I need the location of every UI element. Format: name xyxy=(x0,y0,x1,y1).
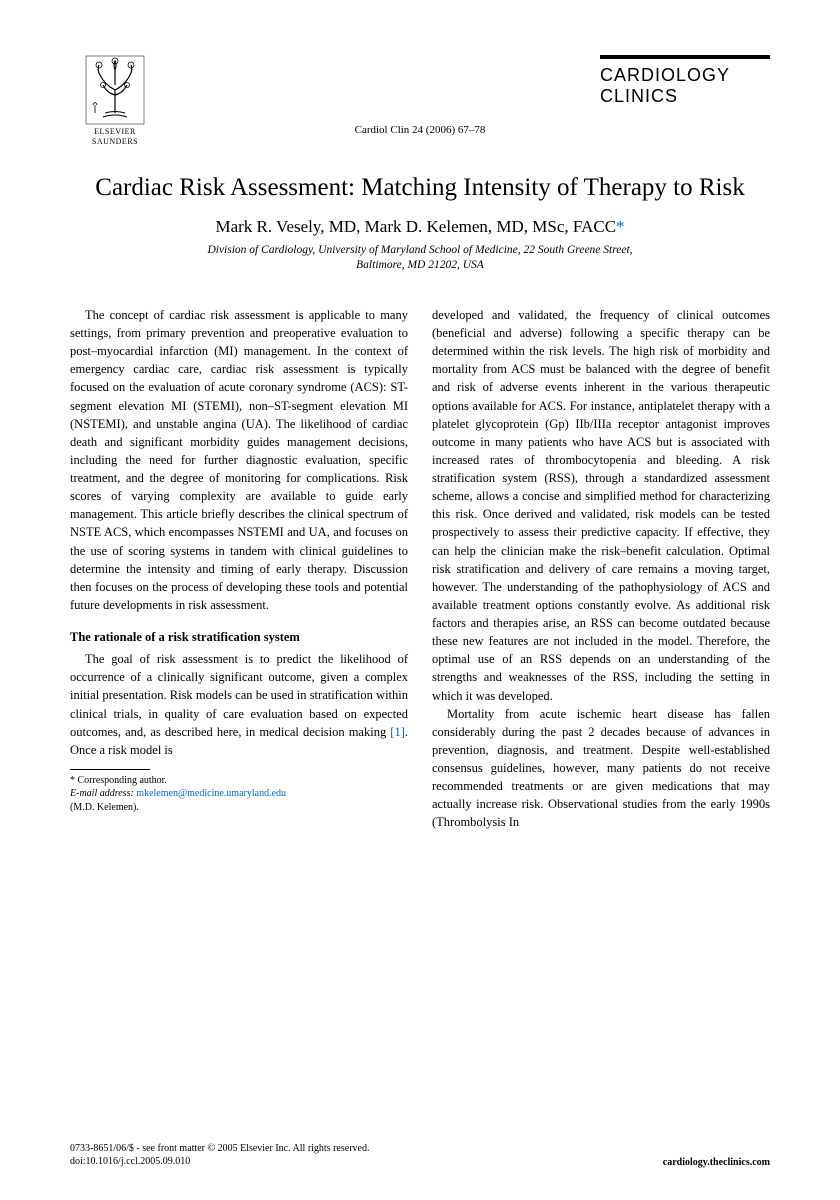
footer-left: 0733-8651/06/$ - see front matter © 2005… xyxy=(70,1142,369,1168)
affiliation-line1: Division of Cardiology, University of Ma… xyxy=(207,244,632,256)
author-list: Mark R. Vesely, MD, Mark D. Kelemen, MD,… xyxy=(70,217,770,237)
publisher-line2: SAUNDERS xyxy=(92,137,138,146)
author-names: Mark R. Vesely, MD, Mark D. Kelemen, MD,… xyxy=(215,217,616,236)
publisher-logo-block: ELSEVIER SAUNDERS xyxy=(70,55,160,146)
corresponding-author-mark: * xyxy=(616,217,625,236)
publisher-name: ELSEVIER SAUNDERS xyxy=(92,127,138,146)
reference-link-1[interactable]: [1] xyxy=(390,725,405,739)
journal-name-line1: CARDIOLOGY xyxy=(600,65,730,85)
rationale-text-before-ref: The goal of risk assessment is to predic… xyxy=(70,652,408,739)
intro-paragraph: The concept of cardiac risk assessment i… xyxy=(70,306,408,614)
corresponding-email[interactable]: mkelemen@medicine.umaryland.edu xyxy=(136,788,286,799)
column2-paragraph2: Mortality from acute ischemic heart dise… xyxy=(432,705,770,832)
column2-paragraph1: developed and validated, the frequency o… xyxy=(432,306,770,705)
publisher-line1: ELSEVIER xyxy=(94,127,136,136)
article-body: The concept of cardiac risk assessment i… xyxy=(70,306,770,832)
footnote-email-line: E-mail address: mkelemen@medicine.umaryl… xyxy=(70,787,408,801)
footnote-corresponding: * Corresponding author. xyxy=(70,774,408,788)
footnote-author-name: (M.D. Kelemen). xyxy=(70,801,408,815)
journal-name-line2: CLINICS xyxy=(600,86,678,106)
elsevier-tree-icon xyxy=(85,55,145,125)
copyright-line: 0733-8651/06/$ - see front matter © 2005… xyxy=(70,1143,369,1154)
citation-line: Cardiol Clin 24 (2006) 67–78 xyxy=(70,124,770,136)
footnote-email-label: E-mail address: xyxy=(70,788,134,799)
footnote-separator xyxy=(70,769,150,770)
author-affiliation: Division of Cardiology, University of Ma… xyxy=(70,243,770,274)
page-footer: 0733-8651/06/$ - see front matter © 2005… xyxy=(70,1142,770,1168)
rationale-paragraph: The goal of risk assessment is to predic… xyxy=(70,650,408,759)
journal-badge: CARDIOLOGY CLINICS xyxy=(600,55,770,106)
section-heading-rationale: The rationale of a risk stratification s… xyxy=(70,628,408,646)
affiliation-line2: Baltimore, MD 21202, USA xyxy=(356,259,484,271)
article-title: Cardiac Risk Assessment: Matching Intens… xyxy=(70,171,770,205)
journal-url[interactable]: cardiology.theclinics.com xyxy=(663,1157,770,1168)
doi-line: doi:10.1016/j.ccl.2005.09.010 xyxy=(70,1156,190,1167)
